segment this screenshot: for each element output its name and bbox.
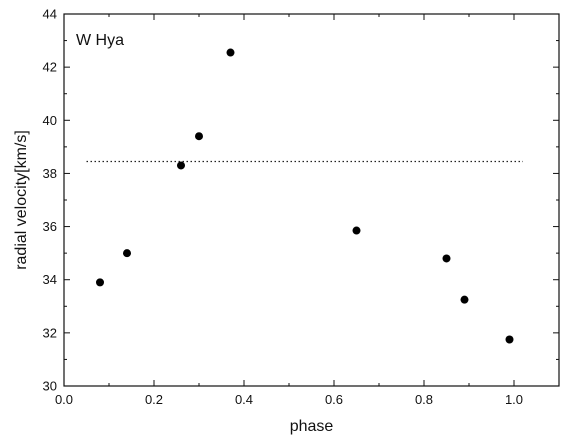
data-point xyxy=(123,249,131,258)
y-tick-label: 38 xyxy=(43,166,57,181)
plot-area xyxy=(63,13,560,387)
data-point xyxy=(352,226,361,235)
x-axis: 0.0 0.2 0.4 0.6 0.8 1.0 xyxy=(55,14,560,407)
chart-annotation: W Hya xyxy=(76,32,124,49)
x-tick-label: 0.6 xyxy=(325,392,343,407)
data-point xyxy=(460,295,469,304)
y-tick-label: 42 xyxy=(43,60,57,75)
y-tick-label: 32 xyxy=(43,325,57,340)
y-axis-label: radial velocity[km/s] xyxy=(13,130,30,270)
x-axis-label: phase xyxy=(290,418,334,435)
y-axis: 30 32 34 36 38 40 42 44 xyxy=(43,7,559,394)
data-points xyxy=(96,48,514,344)
x-tick-label: 0.8 xyxy=(415,392,433,407)
y-tick-label: 30 xyxy=(43,379,57,394)
data-point xyxy=(505,335,514,344)
y-tick-label: 40 xyxy=(43,113,57,128)
data-point xyxy=(96,278,104,287)
x-tick-label: 0.0 xyxy=(55,392,73,407)
y-tick-label: 36 xyxy=(43,219,57,234)
x-tick-label: 0.4 xyxy=(235,392,253,407)
data-point xyxy=(177,161,185,170)
plot-frame xyxy=(63,13,560,387)
y-tick-label: 44 xyxy=(43,7,57,22)
y-tick-label: 34 xyxy=(43,272,57,287)
data-point xyxy=(226,48,235,57)
x-tick-label: 0.2 xyxy=(145,392,163,407)
data-point xyxy=(442,254,451,263)
x-tick-label: 1.0 xyxy=(505,392,523,407)
data-point xyxy=(195,132,203,141)
